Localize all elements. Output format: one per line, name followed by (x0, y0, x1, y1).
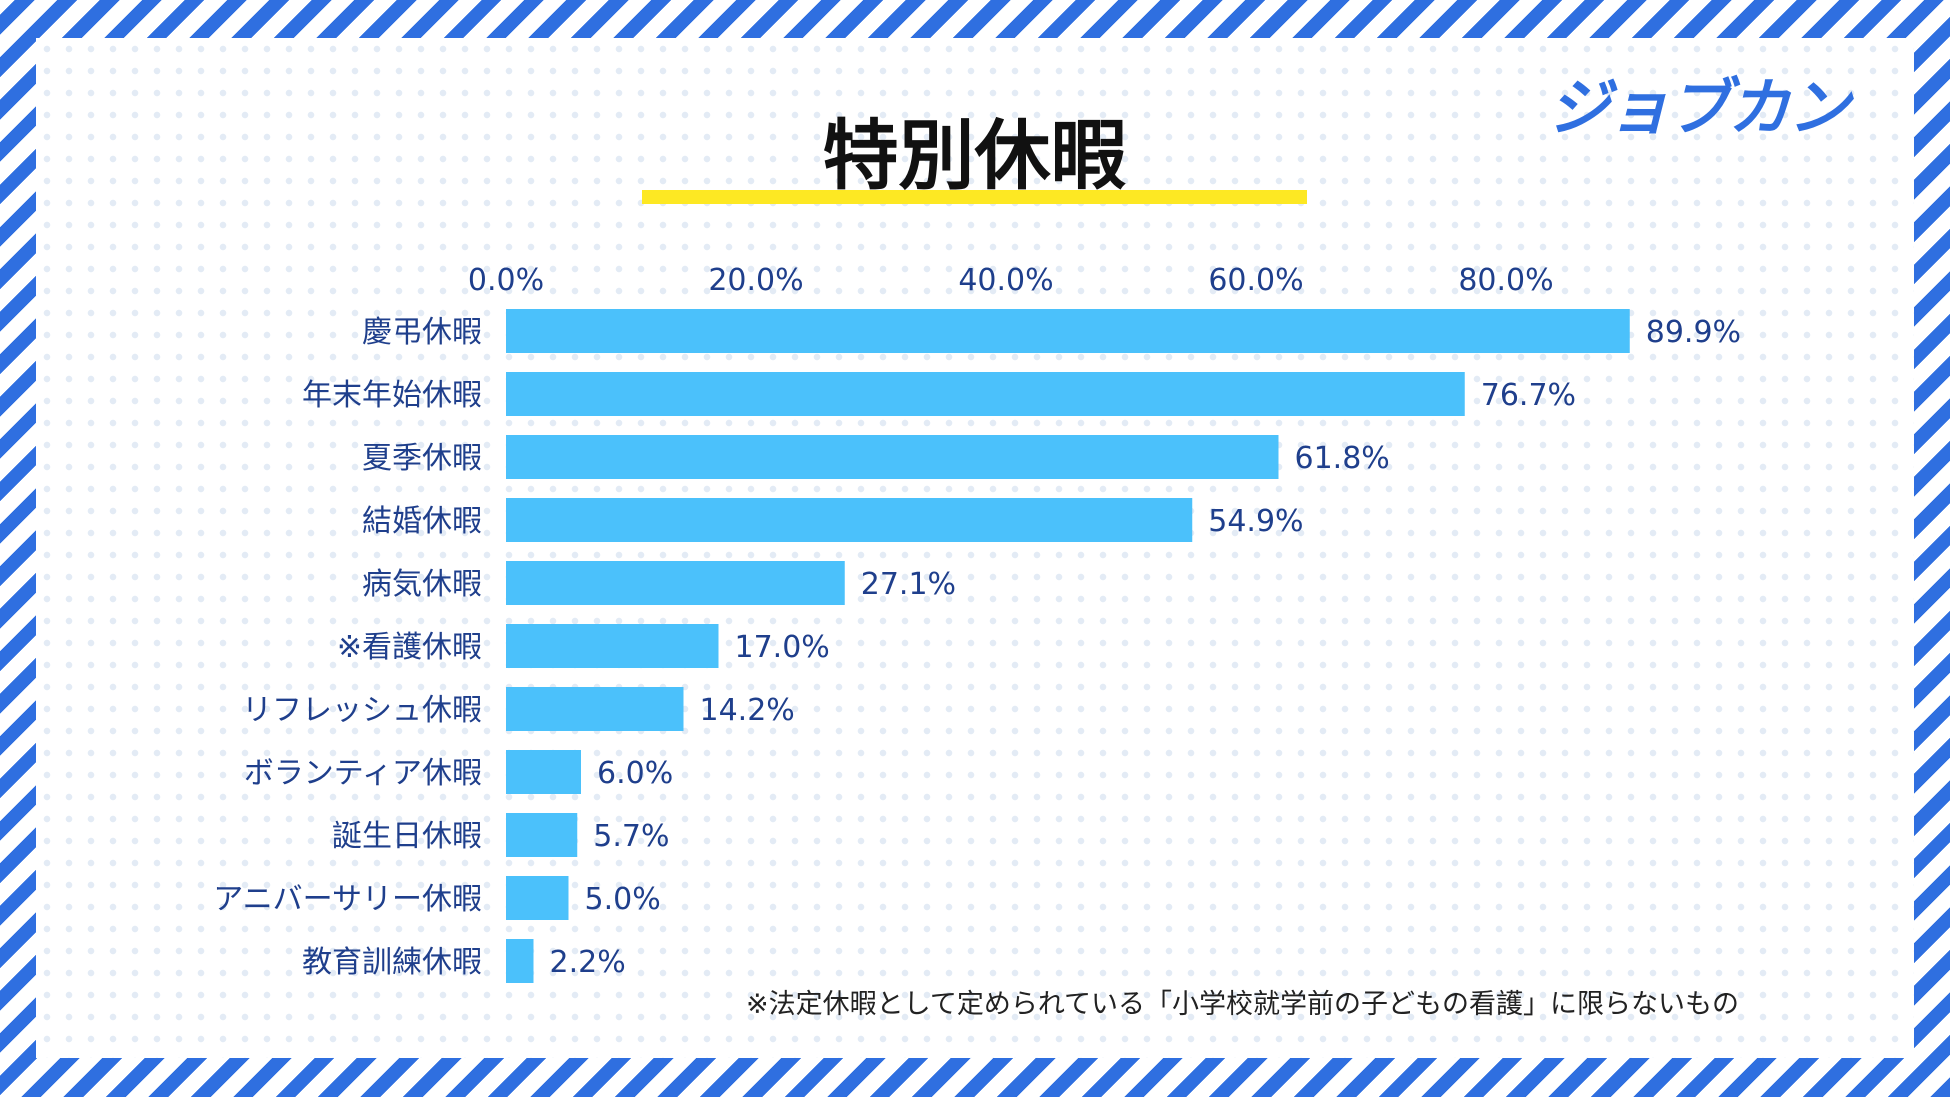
category-label: 夏季休暇 (362, 441, 482, 476)
value-label: 5.7% (593, 819, 669, 854)
category-label: ※看護休暇 (337, 630, 482, 665)
category-label: 誕生日休暇 (332, 819, 482, 854)
bar (506, 498, 1193, 542)
bar (506, 372, 1465, 416)
category-label: 病気休暇 (362, 567, 482, 602)
category-label: ボランティア休暇 (244, 756, 482, 791)
category-label: リフレッシュ休暇 (242, 693, 482, 728)
value-label: 5.0% (585, 882, 661, 917)
bar (506, 561, 845, 605)
x-tick-label: 40.0% (958, 263, 1053, 298)
value-label: 54.9% (1208, 504, 1303, 539)
value-label: 27.1% (861, 567, 956, 602)
bar (506, 750, 581, 794)
value-label: 14.2% (700, 693, 795, 728)
jobcan-logo: ジョブカン (1548, 71, 1850, 144)
value-label: 17.0% (735, 630, 830, 665)
value-label: 2.2% (550, 945, 626, 980)
category-label: 教育訓練休暇 (302, 945, 482, 980)
x-tick-label: 60.0% (1208, 263, 1303, 298)
value-label: 61.8% (1295, 441, 1390, 476)
value-label: 6.0% (597, 756, 673, 791)
category-label: 結婚休暇 (362, 504, 482, 539)
bar (506, 687, 684, 731)
bar (506, 624, 719, 668)
bar (506, 813, 578, 857)
x-tick-label: 20.0% (708, 263, 803, 298)
bar (506, 309, 1630, 353)
chart-title: 特別休暇 (822, 111, 1127, 200)
category-label: アニバーサリー休暇 (213, 882, 482, 917)
bar (506, 876, 569, 920)
value-label: 76.7% (1481, 378, 1576, 413)
title-underline (642, 190, 1307, 204)
bar (506, 435, 1279, 479)
category-label: 慶弔休暇 (362, 315, 482, 350)
value-label: 89.9% (1646, 315, 1741, 350)
footnote: ※法定休暇として定められている「小学校就学前の子どもの看護」に限らないもの (746, 989, 1740, 1020)
dotted-background-panel (36, 38, 1914, 1058)
x-tick-label: 80.0% (1458, 263, 1553, 298)
x-tick-label: 0.0% (468, 263, 544, 298)
bar (506, 939, 534, 983)
category-label: 年末年始休暇 (302, 378, 482, 413)
